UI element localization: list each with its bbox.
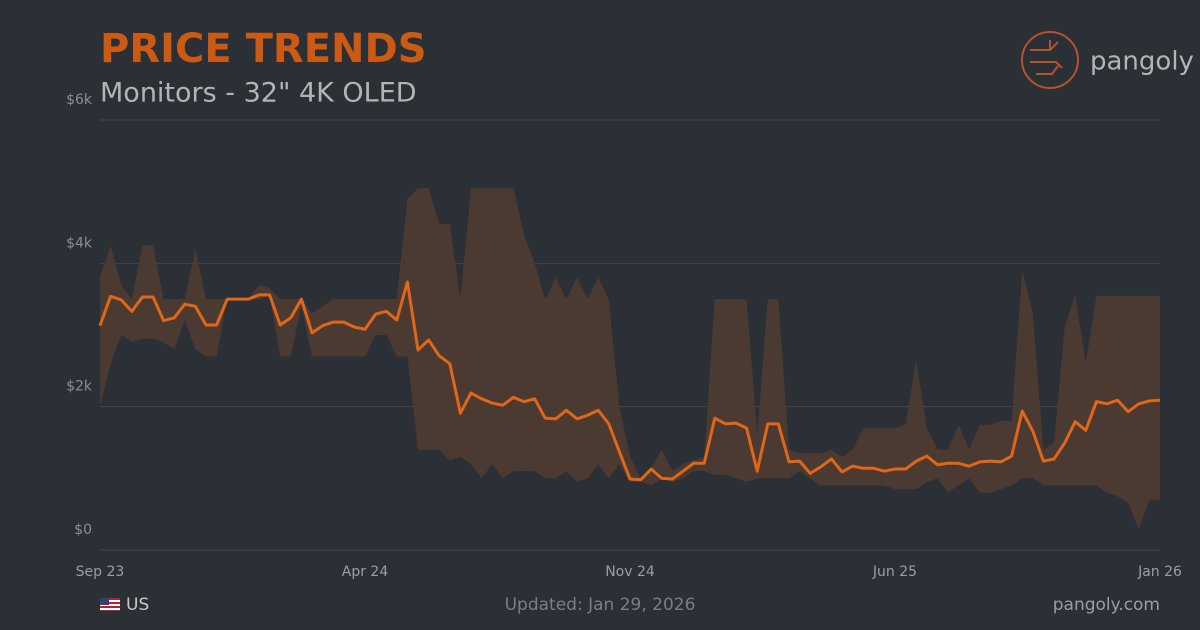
chart-subtitle: Monitors - 32" 4K OLED (100, 78, 417, 109)
x-tick-label: Sep 23 (76, 564, 125, 580)
price-line (98, 280, 1161, 482)
y-tick-label: $6k (66, 92, 93, 108)
brand: pangoly (1090, 47, 1194, 77)
updated-date: Updated: Jan 29, 2026 (505, 595, 696, 615)
y-tick-label: $0 (74, 522, 92, 538)
y-tick-label: $4k (66, 235, 93, 251)
region: US (126, 595, 149, 615)
x-tick-label: Jan 26 (1137, 564, 1182, 580)
price-range-band (100, 188, 1160, 529)
x-tick-label: Apr 24 (342, 564, 389, 580)
x-tick-label: Nov 24 (605, 564, 655, 580)
site-url: pangoly.com (1053, 595, 1160, 615)
logo (1021, 31, 1079, 89)
y-tick-label: $2k (66, 379, 93, 395)
flag-us (100, 598, 120, 611)
chart-title: PRICE TRENDS (100, 26, 427, 72)
x-tick-label: Jun 25 (872, 564, 917, 580)
